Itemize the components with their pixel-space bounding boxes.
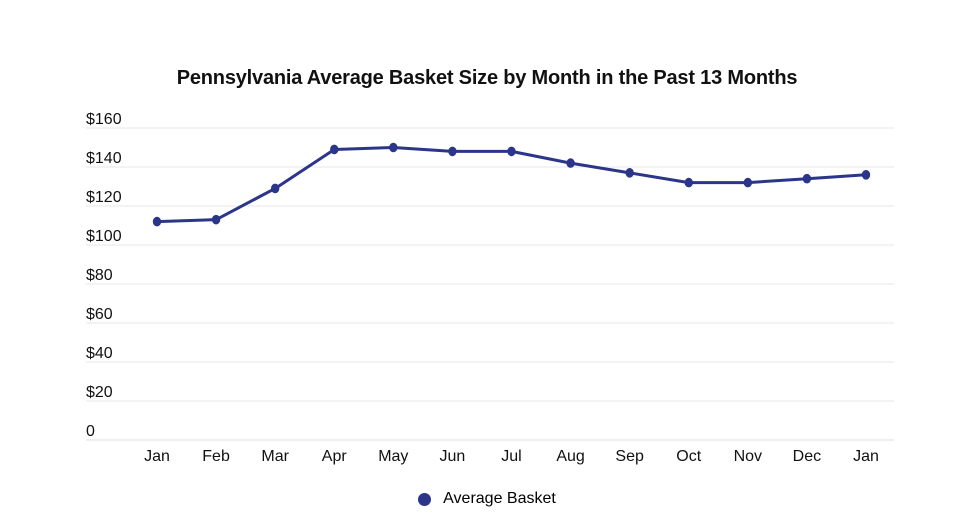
data-point xyxy=(802,173,812,184)
y-tick-label: $80 xyxy=(86,267,113,284)
legend-marker-icon xyxy=(418,492,432,506)
data-point xyxy=(743,177,753,188)
x-tick-label: Feb xyxy=(202,448,230,465)
y-tick-label: $20 xyxy=(86,384,113,401)
x-tick-label: Sep xyxy=(615,448,644,465)
x-tick-label: Oct xyxy=(676,448,701,465)
x-tick-label: Apr xyxy=(322,448,348,465)
x-tick-label: Jan xyxy=(144,448,170,465)
y-tick-label: $100 xyxy=(86,228,122,245)
data-point xyxy=(861,170,871,180)
y-tick-label: $120 xyxy=(86,189,122,206)
data-point xyxy=(389,142,398,153)
x-tick-label: Dec xyxy=(793,448,821,465)
legend: Average Basket xyxy=(0,488,974,510)
y-tick-label: $140 xyxy=(86,150,122,167)
y-tick-label: $60 xyxy=(86,306,113,323)
chart-title: Pennsylvania Average Basket Size by Mont… xyxy=(176,67,798,89)
data-point xyxy=(507,146,516,157)
series-line xyxy=(155,146,868,224)
y-tick-label: 0 xyxy=(86,423,95,440)
x-tick-label: Aug xyxy=(556,448,584,465)
x-tick-label: Jun xyxy=(440,448,466,465)
x-tick-label: Mar xyxy=(261,448,289,465)
data-point xyxy=(625,168,634,178)
x-tick-label: May xyxy=(378,448,408,465)
x-tick-label: Jan xyxy=(853,448,879,465)
x-tick-label: Nov xyxy=(734,448,762,465)
data-point xyxy=(330,144,339,155)
data-point xyxy=(448,146,457,157)
y-tick-label: $160 xyxy=(86,111,122,128)
legend-item-average-basket[interactable]: Average Basket xyxy=(418,490,556,508)
data-point xyxy=(684,177,693,188)
x-tick-label: Jul xyxy=(501,448,521,465)
data-point xyxy=(211,214,221,225)
data-point xyxy=(270,183,280,194)
data-point xyxy=(152,216,162,227)
data-point xyxy=(566,158,575,168)
legend-label: Average Basket xyxy=(443,490,556,507)
y-tick-label: $40 xyxy=(86,345,113,362)
